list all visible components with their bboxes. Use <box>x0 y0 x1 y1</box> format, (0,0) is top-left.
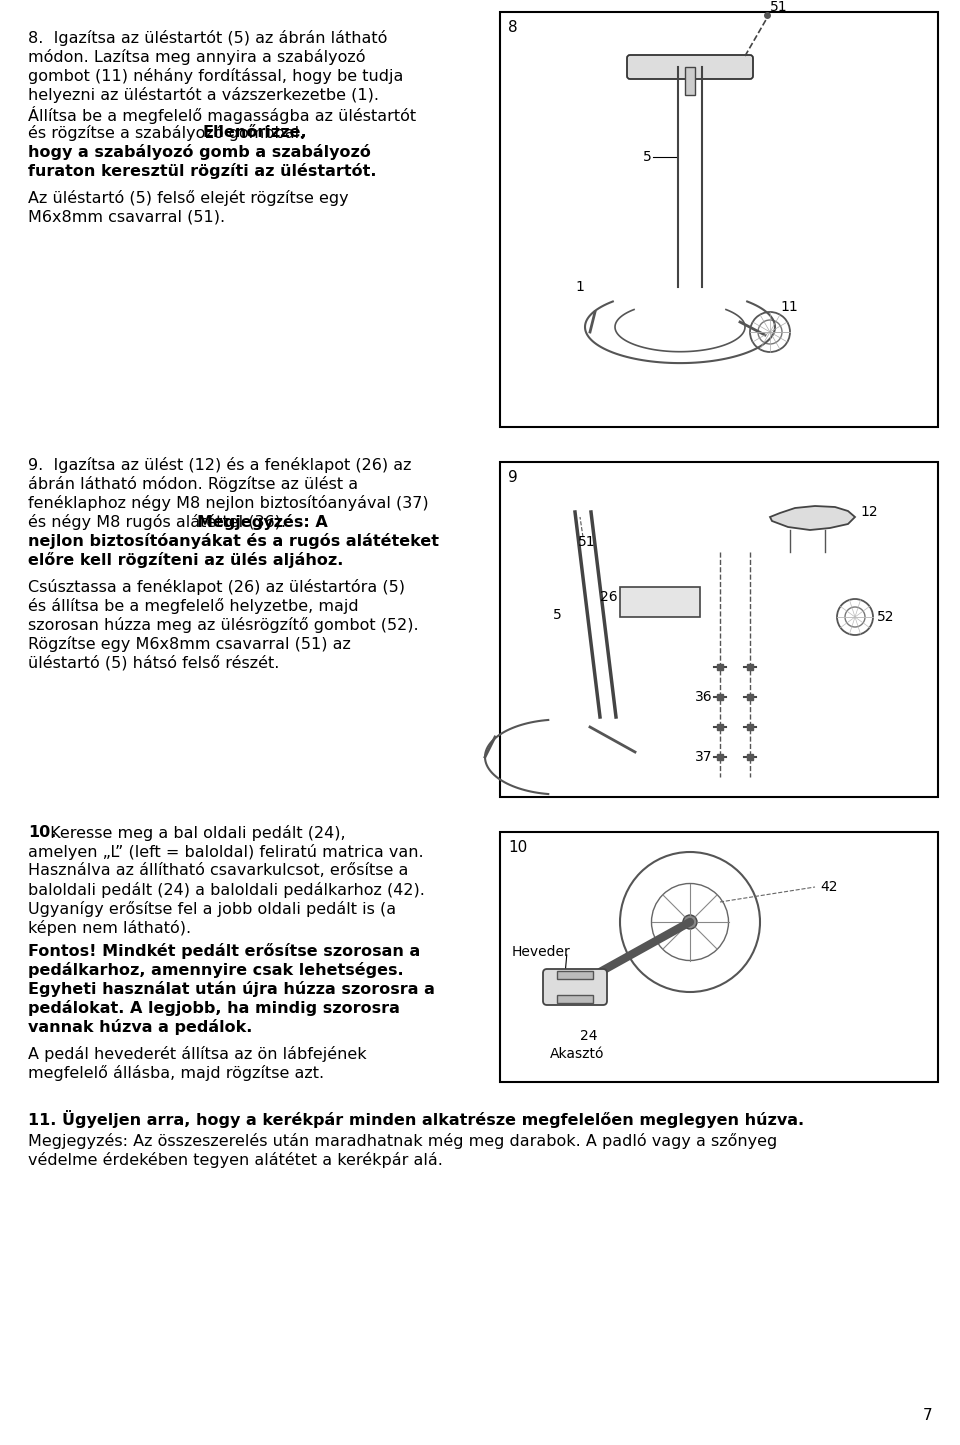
Text: Keresse meg a bal oldali pedált (24),: Keresse meg a bal oldali pedált (24), <box>45 825 346 841</box>
FancyBboxPatch shape <box>543 970 607 1006</box>
FancyBboxPatch shape <box>627 55 753 79</box>
Bar <box>500 462 938 798</box>
Text: Az üléstartó (5) felső elejét rögzítse egy: Az üléstartó (5) felső elejét rögzítse e… <box>28 189 348 207</box>
Text: Megjegyzés: Az összeszerelés után maradhatnak még meg darabok. A padló vagy a sz: Megjegyzés: Az összeszerelés után maradh… <box>28 1133 778 1149</box>
Text: pedálokat. A legjobb, ha mindig szorosra: pedálokat. A legjobb, ha mindig szorosra <box>28 1000 400 1016</box>
Text: Csúsztassa a fenéklapot (26) az üléstartóra (5): Csúsztassa a fenéklapot (26) az üléstart… <box>28 579 405 595</box>
Bar <box>500 12 938 428</box>
Text: ábrán látható módon. Rögzítse az ülést a: ábrán látható módon. Rögzítse az ülést a <box>28 475 358 491</box>
Text: 9.  Igazítsa az ülést (12) és a fenéklapot (26) az: 9. Igazítsa az ülést (12) és a fenéklapo… <box>28 457 412 473</box>
Text: pedálkarhoz, amennyire csak lehetséges.: pedálkarhoz, amennyire csak lehetséges. <box>28 962 403 978</box>
Text: Állítsa be a megfelelő magasságba az üléstartót: Állítsa be a megfelelő magasságba az ülé… <box>28 105 416 124</box>
Text: baloldali pedált (24) a baloldali pedálkarhoz (42).: baloldali pedált (24) a baloldali pedálk… <box>28 881 425 897</box>
Text: 37: 37 <box>695 750 712 764</box>
Text: Ellenőrizze,: Ellenőrizze, <box>203 126 307 140</box>
Text: hogy a szabályozó gomb a szabályozó: hogy a szabályozó gomb a szabályozó <box>28 144 371 160</box>
Text: szorosan húzza meg az ülésrögzítő gombot (52).: szorosan húzza meg az ülésrögzítő gombot… <box>28 617 419 633</box>
Bar <box>557 996 593 1003</box>
Text: 10: 10 <box>508 840 527 855</box>
Text: képen nem látható).: képen nem látható). <box>28 920 191 936</box>
Bar <box>500 832 938 1082</box>
Bar <box>557 971 593 980</box>
Bar <box>620 587 700 617</box>
Text: és állítsa be a megfelelő helyzetbe, majd: és állítsa be a megfelelő helyzetbe, maj… <box>28 598 359 614</box>
Bar <box>685 66 695 95</box>
Text: megfelelő állásba, majd rögzítse azt.: megfelelő állásba, majd rögzítse azt. <box>28 1065 324 1081</box>
Text: amelyen „L” (left = baloldal) feliratú matrica van.: amelyen „L” (left = baloldal) feliratú m… <box>28 844 423 860</box>
Text: 10.: 10. <box>28 825 57 840</box>
Text: 36: 36 <box>695 691 712 704</box>
Text: helyezni az üléstartót a vázszerkezetbe (1).: helyezni az üléstartót a vázszerkezetbe … <box>28 87 379 103</box>
Text: 5: 5 <box>553 608 562 621</box>
Text: 8: 8 <box>508 20 517 35</box>
Text: Használva az állítható csavarkulcsot, erősítse a: Használva az állítható csavarkulcsot, er… <box>28 863 408 879</box>
Text: Akasztó: Akasztó <box>550 1048 605 1061</box>
Circle shape <box>683 915 697 929</box>
Text: fenéklaphoz négy M8 nejlon biztosítóanyával (37): fenéklaphoz négy M8 nejlon biztosítóanyá… <box>28 496 428 512</box>
Text: Fontos! Mindkét pedált erősítse szorosan a: Fontos! Mindkét pedált erősítse szorosan… <box>28 944 420 959</box>
Text: 9: 9 <box>508 470 517 486</box>
Text: 12: 12 <box>860 504 877 519</box>
Text: Ugyanígy erősítse fel a jobb oldali pedált is (a: Ugyanígy erősítse fel a jobb oldali pedá… <box>28 902 396 918</box>
Text: 42: 42 <box>820 880 837 894</box>
Text: üléstartó (5) hátsó felső részét.: üléstartó (5) hátsó felső részét. <box>28 655 279 670</box>
Text: és rögzítse a szabályozó gombbal.: és rögzítse a szabályozó gombbal. <box>28 126 309 142</box>
Text: 26: 26 <box>600 590 617 604</box>
Text: Rögzítse egy M6x8mm csavarral (51) az: Rögzítse egy M6x8mm csavarral (51) az <box>28 636 350 652</box>
Text: furaton keresztül rögzíti az üléstartót.: furaton keresztül rögzíti az üléstartót. <box>28 163 376 179</box>
Text: 24: 24 <box>580 1029 597 1043</box>
Text: M6x8mm csavarral (51).: M6x8mm csavarral (51). <box>28 210 226 224</box>
Text: Megjegyzés: A: Megjegyzés: A <box>198 514 328 530</box>
Text: gombot (11) néhány fordítással, hogy be tudja: gombot (11) néhány fordítással, hogy be … <box>28 68 403 84</box>
Text: 51: 51 <box>770 0 787 14</box>
Text: módon. Lazítsa meg annyira a szabályozó: módon. Lazítsa meg annyira a szabályozó <box>28 49 366 65</box>
Text: Heveder: Heveder <box>512 945 571 959</box>
Text: A pedál hevederét állítsa az ön lábfejének: A pedál hevederét állítsa az ön lábfején… <box>28 1046 367 1062</box>
Text: 11: 11 <box>780 301 798 314</box>
Polygon shape <box>770 506 855 530</box>
Text: vannak húzva a pedálok.: vannak húzva a pedálok. <box>28 1019 252 1035</box>
Text: és négy M8 rugós alátéttel (36).: és négy M8 rugós alátéttel (36). <box>28 514 291 530</box>
Text: 1: 1 <box>575 280 584 293</box>
Text: 5: 5 <box>643 150 652 163</box>
Text: 8.  Igazítsa az üléstartót (5) az ábrán látható: 8. Igazítsa az üléstartót (5) az ábrán l… <box>28 30 388 46</box>
Text: védelme érdekében tegyen alátétet a kerékpár alá.: védelme érdekében tegyen alátétet a keré… <box>28 1152 443 1168</box>
Text: előre kell rögzíteni az ülés aljához.: előre kell rögzíteni az ülés aljához. <box>28 552 344 568</box>
Text: Egyheti használat után újra húzza szorosra a: Egyheti használat után újra húzza szoros… <box>28 981 435 997</box>
Text: 51: 51 <box>578 535 595 549</box>
Text: 52: 52 <box>877 610 895 624</box>
Text: 7: 7 <box>923 1407 932 1423</box>
Text: 11. Ügyeljen arra, hogy a kerékpár minden alkatrésze megfelelően meglegyen húzva: 11. Ügyeljen arra, hogy a kerékpár minde… <box>28 1110 804 1129</box>
Text: nejlon biztosítóanyákat és a rugós alátéteket: nejlon biztosítóanyákat és a rugós aláté… <box>28 533 439 549</box>
